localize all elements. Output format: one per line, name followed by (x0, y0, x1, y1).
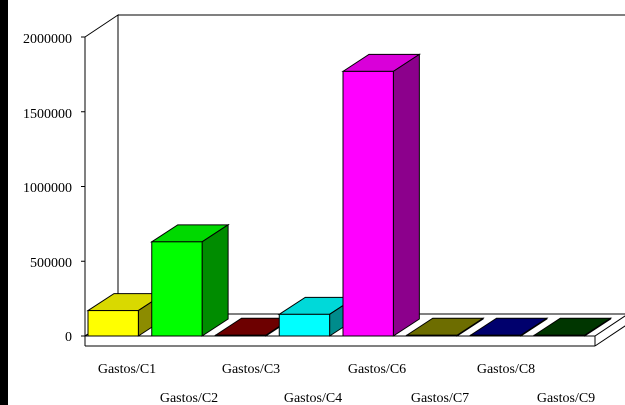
x-tick-label: Gastos/C7 (411, 391, 469, 405)
x-tick-label: Gastos/C3 (222, 362, 280, 377)
x-axis: Gastos/C1 Gastos/C2 Gastos/C3 Gastos/C4 … (98, 362, 595, 405)
bar-gastos-c9 (532, 317, 613, 337)
bar-front (342, 70, 394, 337)
bar-side (392, 53, 420, 337)
y-tick-label: 1000000 (23, 181, 72, 196)
bar-gastos-c7 (405, 317, 485, 337)
bar-front (533, 334, 586, 337)
x-tick-label: Gastos/C2 (160, 391, 218, 405)
left-wall (84, 14, 119, 337)
x-tick-label: Gastos/C6 (348, 362, 406, 377)
y-axis: 0 500000 1000000 1500000 2000000 (23, 32, 72, 345)
y-tick-label: 2000000 (23, 32, 72, 47)
left-border (0, 0, 8, 405)
bar-front (151, 241, 203, 337)
bar-front (406, 334, 458, 337)
bar-front (215, 334, 267, 337)
x-tick-label: Gastos/C4 (284, 391, 342, 405)
y-tick-label: 0 (65, 330, 72, 345)
bar-gastos-c6 (341, 53, 422, 337)
y-tick-label: 500000 (30, 256, 72, 271)
back-wall (118, 14, 625, 16)
bar-front (470, 334, 522, 337)
x-tick-label: Gastos/C8 (477, 362, 535, 377)
bar-gastos-c8 (468, 317, 549, 337)
bar-front (87, 310, 139, 337)
bar-side (201, 223, 229, 337)
x-tick-label: Gastos/C9 (537, 391, 595, 405)
y-tick-label: 1500000 (23, 107, 72, 122)
floor-side-edge (594, 325, 625, 347)
bar-gastos-c2 (150, 223, 230, 337)
bar-front (278, 313, 331, 337)
x-tick-label: Gastos/C1 (98, 362, 156, 377)
bars (86, 53, 613, 337)
